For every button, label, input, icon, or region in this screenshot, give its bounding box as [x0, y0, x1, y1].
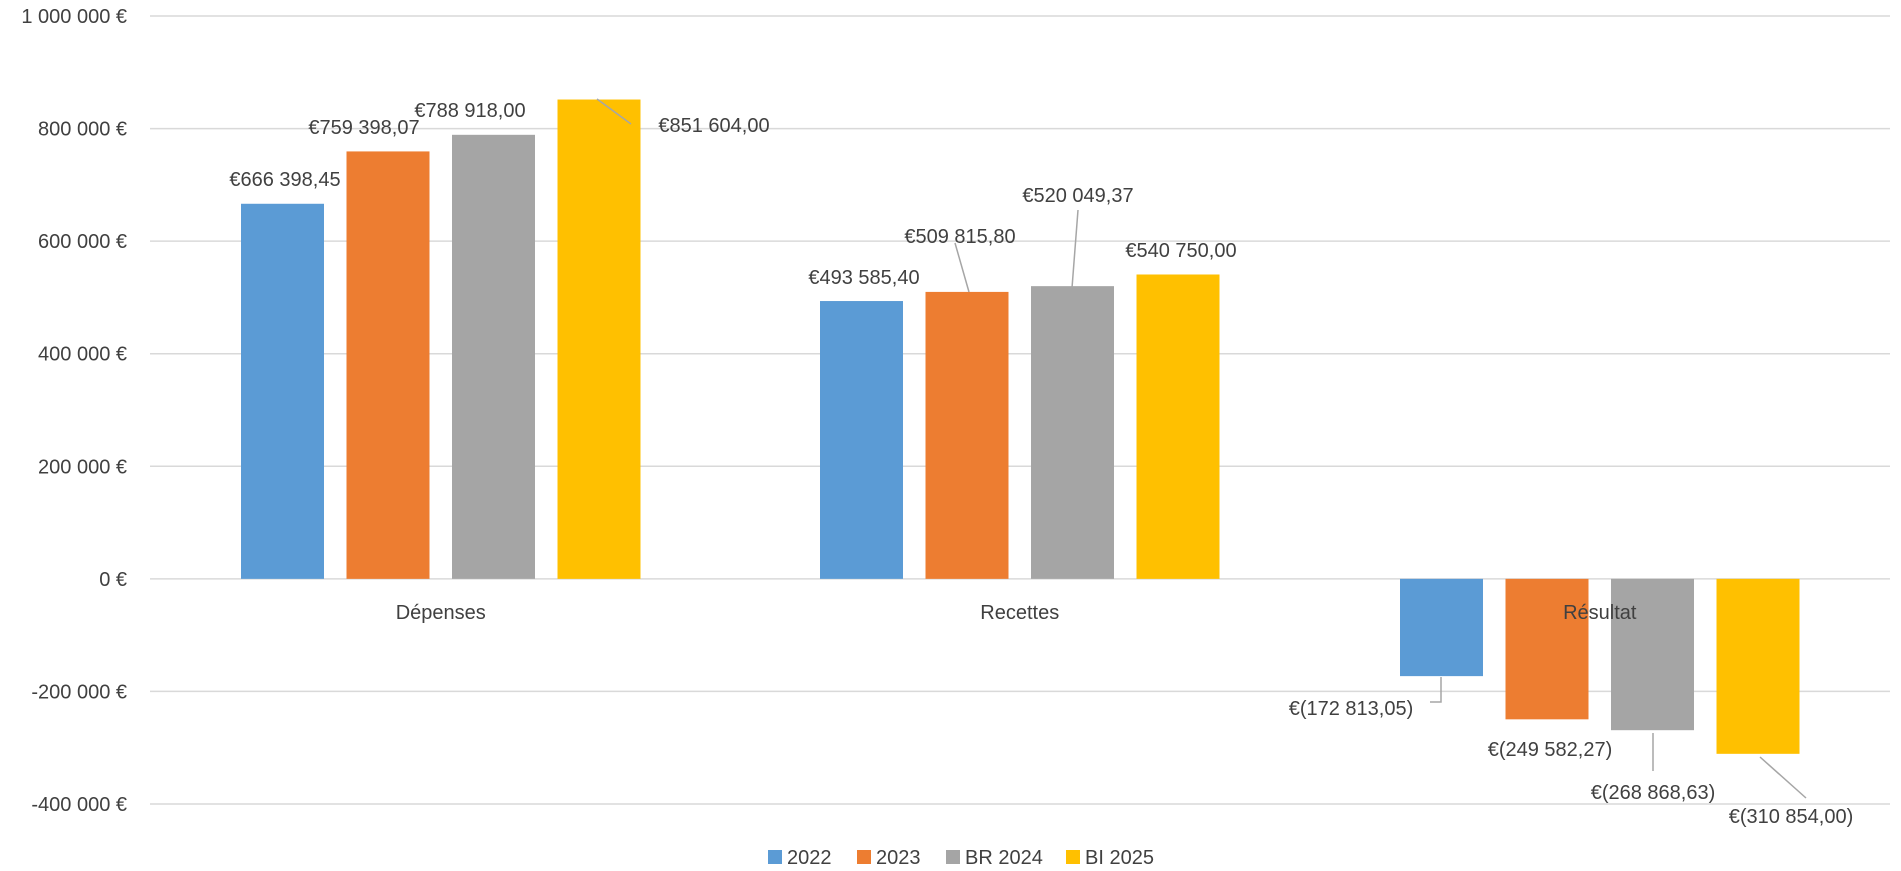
bar — [346, 151, 430, 579]
bar — [1400, 578, 1483, 677]
data-label: €759 398,07 — [308, 117, 419, 139]
data-label: €540 750,00 — [1125, 240, 1236, 262]
gridlines — [150, 15, 1890, 805]
category-label: Dépenses — [396, 602, 486, 624]
data-label: €509 815,80 — [904, 226, 1015, 248]
bar — [1136, 274, 1220, 579]
y-tick-label: -400 000 € — [31, 794, 127, 816]
legend-swatch — [946, 850, 960, 864]
bar — [820, 301, 903, 579]
y-tick-label: 1 000 000 € — [21, 6, 127, 28]
data-label: €493 585,40 — [808, 267, 919, 289]
data-label: €520 049,37 — [1022, 185, 1133, 207]
data-label: €(310 854,00) — [1729, 806, 1854, 828]
y-tick-label: 0 € — [99, 569, 127, 591]
bar — [1031, 286, 1114, 579]
data-label-leader-line — [1071, 209, 1079, 289]
legend-label: 2022 — [787, 847, 832, 869]
category-label: Recettes — [980, 602, 1059, 624]
y-tick-label: -200 000 € — [31, 681, 127, 703]
category-label: Résultat — [1563, 602, 1637, 624]
legend-swatch — [768, 850, 782, 864]
bar — [557, 99, 641, 579]
legend: 2022 2023 BR 2024 BI 2025 — [768, 847, 1154, 869]
data-label: €(249 582,27) — [1488, 739, 1613, 761]
bar — [452, 134, 535, 579]
bar — [1716, 578, 1800, 754]
bar — [1505, 578, 1589, 720]
data-label: €851 604,00 — [658, 115, 769, 137]
legend-swatch — [1066, 850, 1080, 864]
data-label: €(268 868,63) — [1591, 782, 1716, 804]
data-label-leader-line — [596, 98, 632, 125]
category-labels: Dépenses Recettes Résultat — [396, 602, 1637, 624]
data-label: €788 918,00 — [414, 100, 525, 122]
legend-label: 2023 — [876, 847, 921, 869]
data-label-leader-line — [954, 242, 970, 293]
bar — [241, 203, 324, 579]
y-tick-label: 800 000 € — [38, 119, 127, 141]
y-tick-label: 400 000 € — [38, 344, 127, 366]
data-label: €(172 813,05) — [1289, 698, 1414, 720]
data-label-leader-line — [1759, 756, 1807, 799]
data-label: €666 398,45 — [229, 169, 340, 191]
legend-label: BI 2025 — [1085, 847, 1154, 869]
y-axis-ticks: 1 000 000 € 800 000 € 600 000 € 400 000 € 20… — [21, 6, 127, 816]
y-tick-label: 200 000 € — [38, 456, 127, 478]
bar — [1611, 578, 1694, 731]
data-labels: €666 398,45 €493 585,40 €(172 813,05) €759 … — [229, 98, 1854, 828]
bars — [241, 99, 1800, 754]
legend-swatch — [857, 850, 871, 864]
y-tick-label: 600 000 € — [38, 231, 127, 253]
legend-label: BR 2024 — [965, 847, 1043, 869]
data-label-leader-line — [1430, 677, 1442, 703]
bar — [925, 291, 1009, 579]
